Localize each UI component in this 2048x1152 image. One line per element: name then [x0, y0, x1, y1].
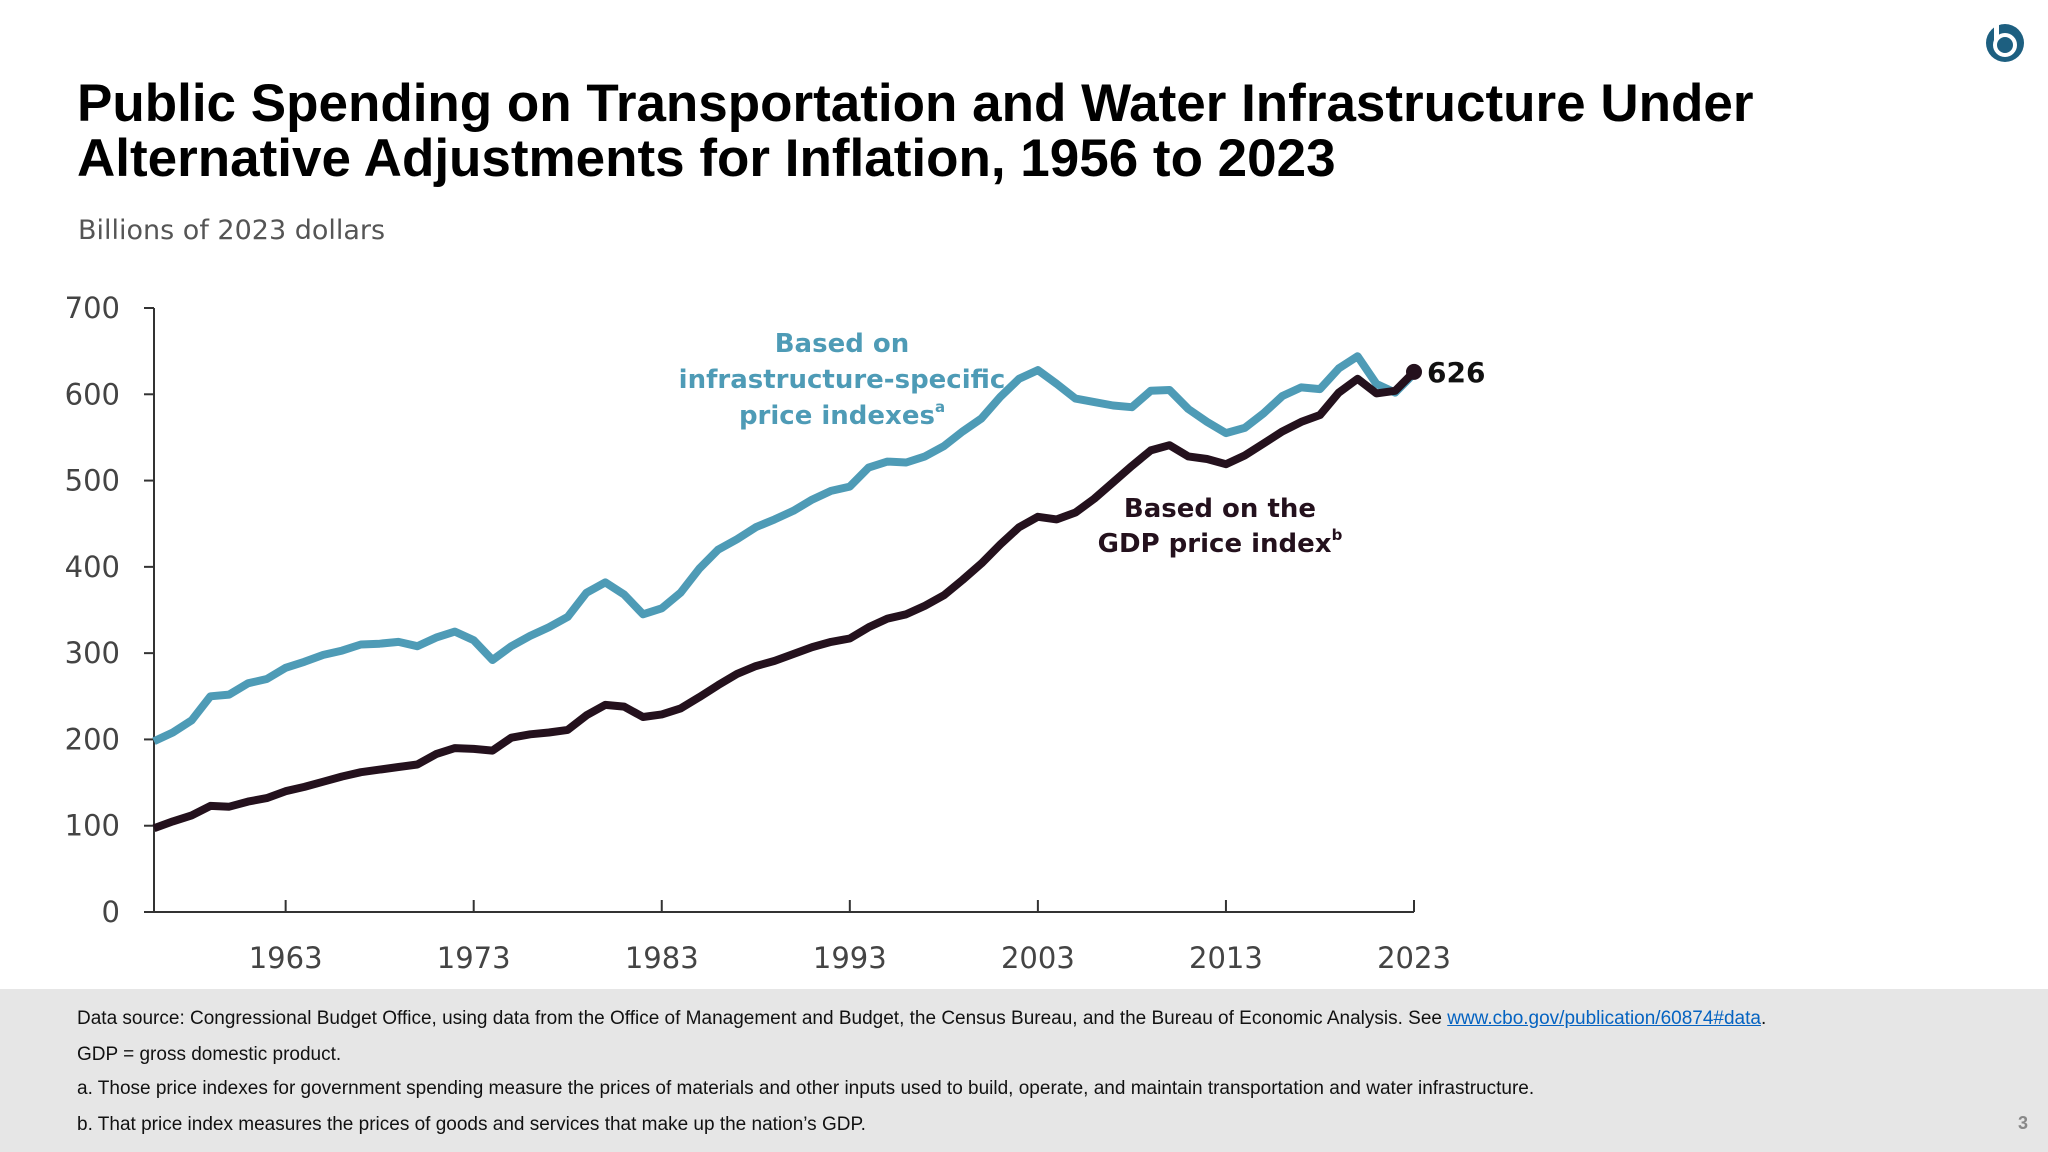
chart: Public Spending on Transportation and Wa…	[64, 20, 2024, 975]
series-label-text: Based on	[775, 329, 910, 359]
series-label: Based on	[775, 329, 910, 359]
chart-title: Public Spending on Transportation and Wa…	[77, 74, 1754, 133]
end-point	[1406, 363, 1422, 380]
footnote-marker: a	[935, 398, 945, 416]
x-tick-label: 1963	[249, 941, 323, 975]
y-tick-label: 400	[65, 550, 120, 584]
series-label-text: price indexes	[739, 401, 935, 431]
x-tick-label: 2013	[1189, 941, 1263, 975]
x-tick-label: 1983	[625, 941, 699, 975]
y-tick-label: 0	[102, 895, 120, 929]
x-tick-label: 1993	[813, 941, 887, 975]
y-tick-label: 600	[65, 377, 120, 411]
page-number: 3	[2018, 1113, 2029, 1133]
y-tick-label: 500	[65, 464, 120, 498]
y-tick-label: 200	[65, 722, 120, 756]
logo	[1986, 20, 2024, 62]
series-label-text: infrastructure-specific	[679, 365, 1006, 395]
footer: Data source: Congressional Budget Office…	[0, 989, 2048, 1152]
y-tick-label: 300	[65, 636, 120, 670]
series-label-text: GDP price index	[1098, 529, 1332, 559]
end-label: 626	[1427, 356, 1485, 389]
x-tick-label: 2023	[1377, 941, 1451, 975]
footnote: GDP = gross domestic product.	[77, 1044, 342, 1065]
source-end: .	[1760, 1008, 1767, 1029]
series-label: Based on the	[1124, 494, 1316, 524]
footnote: b. That price index measures the prices …	[77, 1114, 866, 1135]
x-tick-label: 2003	[1001, 941, 1075, 975]
source-text: Data source: Congressional Budget Office…	[77, 1008, 1448, 1029]
y-tick-label: 100	[65, 809, 120, 843]
series-label: infrastructure-specific	[679, 365, 1006, 395]
footnote: a. Those price indexes for government sp…	[77, 1078, 1535, 1099]
source-note: Data source: Congressional Budget Office…	[77, 1008, 1766, 1030]
footnote-marker: b	[1332, 526, 1343, 544]
series-label: price indexesa	[739, 398, 945, 431]
series-label: GDP price indexb	[1098, 526, 1343, 559]
source-link[interactable]: www.cbo.gov/publication/60874#data	[1447, 1008, 1761, 1029]
chart-subtitle: Billions of 2023 dollars	[78, 215, 385, 246]
y-tick-label: 700	[65, 291, 120, 325]
x-tick-label: 1973	[437, 941, 511, 975]
chart-title: Alternative Adjustments for Inflation, 1…	[77, 129, 1336, 188]
series-line	[152, 352, 1417, 745]
series-label-text: Based on the	[1124, 494, 1316, 524]
series-line	[152, 369, 1417, 833]
